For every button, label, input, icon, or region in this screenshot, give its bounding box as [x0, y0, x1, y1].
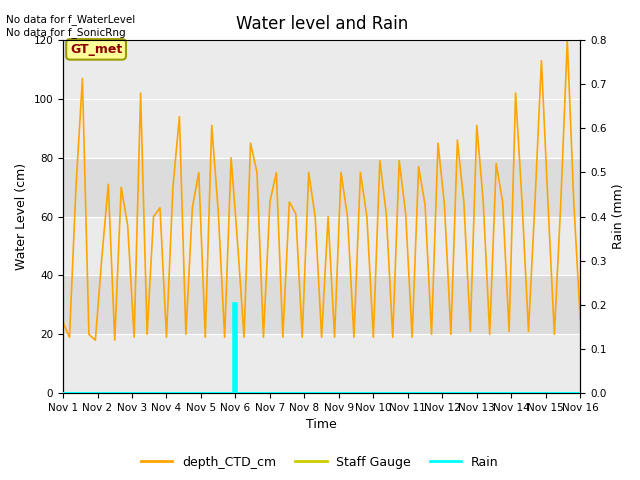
Bar: [63, 276, 580, 334]
Bar: [63, 158, 580, 216]
Legend: depth_CTD_cm, Staff Gauge, Rain: depth_CTD_cm, Staff Gauge, Rain: [136, 451, 504, 474]
Text: No data for f_WaterLevel
No data for f_SonicRng: No data for f_WaterLevel No data for f_S…: [6, 14, 136, 38]
Y-axis label: Water Level (cm): Water Level (cm): [15, 163, 28, 270]
Title: Water level and Rain: Water level and Rain: [236, 15, 408, 33]
X-axis label: Time: Time: [307, 419, 337, 432]
Y-axis label: Rain (mm): Rain (mm): [612, 184, 625, 250]
Text: GT_met: GT_met: [70, 43, 122, 56]
